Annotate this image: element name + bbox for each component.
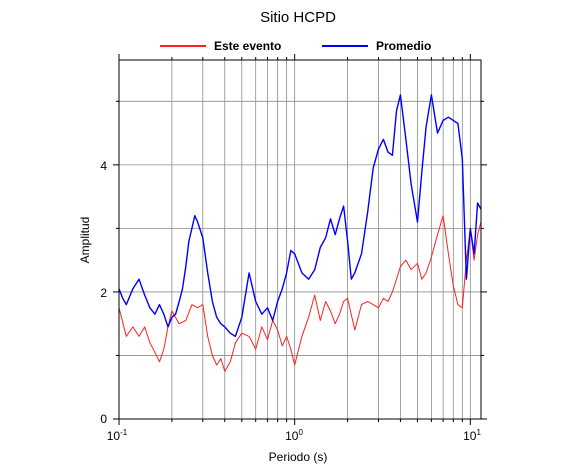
x-tick-label-3: 101 bbox=[463, 428, 481, 443]
x-tick-labels: 10-1 100 101 bbox=[107, 428, 482, 443]
x-tick-label-2: 100 bbox=[285, 428, 303, 443]
legend: Este evento Promedio bbox=[160, 39, 431, 53]
grid bbox=[118, 60, 481, 419]
plot-frame bbox=[118, 59, 482, 420]
x-tick-label-1: 10-1 bbox=[107, 428, 128, 443]
chart-title: Sitio HCPD bbox=[260, 9, 336, 26]
series-line-promedio bbox=[118, 94, 482, 338]
series-line-este-evento bbox=[118, 215, 482, 372]
y-axis-label: Amplitud bbox=[78, 217, 92, 264]
legend-label-este-evento: Este evento bbox=[214, 39, 281, 53]
plot-lines bbox=[118, 94, 482, 372]
ticks bbox=[113, 54, 487, 425]
y-tick-labels: 0 2 4 bbox=[100, 159, 107, 426]
y-tick-label-0: 0 bbox=[100, 412, 107, 426]
x-axis-label: Periodo (s) bbox=[269, 450, 328, 464]
y-tick-label-4: 4 bbox=[100, 159, 107, 173]
y-tick-label-2: 2 bbox=[100, 286, 107, 300]
legend-label-promedio: Promedio bbox=[376, 39, 431, 53]
